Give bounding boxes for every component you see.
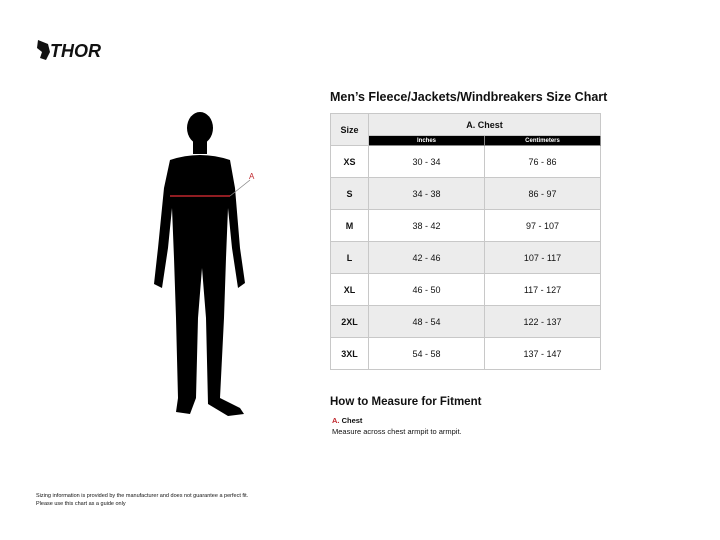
inches-cell: 48 - 54 (368, 305, 485, 338)
table-row: XS 30 - 34 76 - 86 (330, 145, 601, 178)
measure-name: Chest (341, 416, 363, 425)
inches-header: Inches (368, 135, 485, 146)
table-row: XL 46 - 50 117 - 127 (330, 273, 601, 306)
size-cell: L (330, 241, 369, 274)
inches-cell: 30 - 34 (368, 145, 485, 178)
cm-cell: 107 - 117 (484, 241, 601, 274)
cm-header: Centimeters (484, 135, 601, 146)
table-row: S 34 - 38 86 - 97 (330, 177, 601, 210)
size-header: Size (330, 113, 369, 146)
size-cell: M (330, 209, 369, 242)
inches-cell: 34 - 38 (368, 177, 485, 210)
size-cell: 3XL (330, 337, 369, 370)
table-row: 2XL 48 - 54 122 - 137 (330, 305, 601, 338)
table-row: L 42 - 46 107 - 117 (330, 241, 601, 274)
cm-cell: 76 - 86 (484, 145, 601, 178)
cm-cell: 117 - 127 (484, 273, 601, 306)
table-row: M 38 - 42 97 - 107 (330, 209, 601, 242)
cm-cell: 137 - 147 (484, 337, 601, 370)
svg-text:THOR: THOR (50, 41, 101, 61)
size-cell: S (330, 177, 369, 210)
body-silhouette: A (154, 112, 255, 416)
chart-title: Men’s Fleece/Jackets/Windbreakers Size C… (330, 90, 608, 104)
size-cell: XS (330, 145, 369, 178)
inches-cell: 54 - 58 (368, 337, 485, 370)
chest-header: A. Chest (368, 113, 601, 136)
measure-item: A. Chest (332, 416, 362, 425)
cm-cell: 97 - 107 (484, 209, 601, 242)
inches-cell: 38 - 42 (368, 209, 485, 242)
disclaimer-line: Sizing information is provided by the ma… (36, 493, 249, 499)
table-row: 3XL 54 - 58 137 - 147 (330, 337, 601, 370)
size-table: Size A. Chest Inches Centimeters XS 30 - 34… (330, 113, 601, 370)
disclaimer-line: Please use this chart as a guide only (36, 501, 126, 507)
thor-logo: THOR (37, 40, 101, 61)
howto-title: How to Measure for Fitment (330, 396, 482, 408)
inches-cell: 46 - 50 (368, 273, 485, 306)
measure-letter: A. (332, 416, 340, 425)
disclaimer: Sizing information is provided by the ma… (36, 492, 248, 508)
size-cell: XL (330, 273, 369, 306)
cm-cell: 122 - 137 (484, 305, 601, 338)
marker-label: A (249, 172, 255, 181)
size-cell: 2XL (330, 305, 369, 338)
inches-cell: 42 - 46 (368, 241, 485, 274)
measure-desc: Measure across chest armpit to armpit. (332, 427, 462, 436)
cm-cell: 86 - 97 (484, 177, 601, 210)
